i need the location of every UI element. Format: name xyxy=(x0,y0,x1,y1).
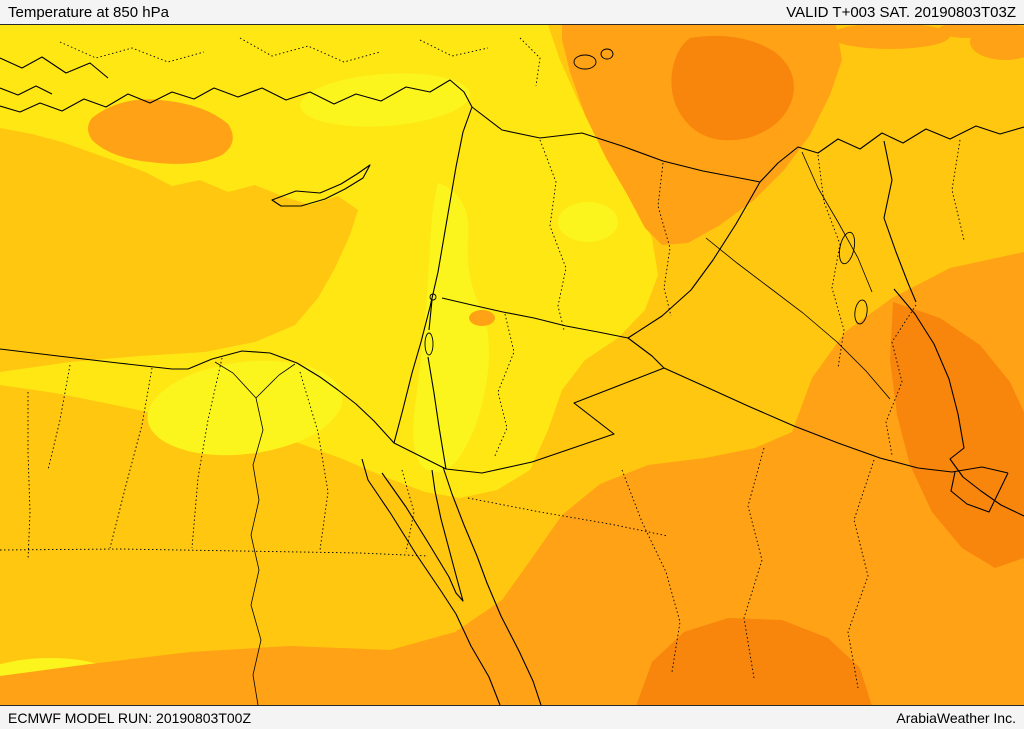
sea-of-galilee xyxy=(429,293,437,301)
lakes xyxy=(424,48,868,356)
temp-region-orange-southeast xyxy=(0,252,1024,705)
temp-region-bright-yellow-delta xyxy=(147,360,343,456)
river-paths xyxy=(214,151,891,705)
footer-bar: ECMWF MODEL RUN: 20190803T00Z ArabiaWeat… xyxy=(0,705,1024,729)
temp-region-deep-orange-gulf xyxy=(890,302,1024,568)
temp-region-orange-sw-turkey xyxy=(88,99,233,164)
temp-region-deep-orange-north xyxy=(671,35,794,141)
map-title: Temperature at 850 hPa xyxy=(8,3,169,21)
temp-region-bright-yellow-turkey-coast xyxy=(300,73,470,127)
provider-credit: ArabiaWeather Inc. xyxy=(896,709,1016,726)
country-borders xyxy=(393,106,1024,513)
admin-boundaries xyxy=(0,37,965,689)
temp-region-deep-orange-south xyxy=(636,618,872,705)
temp-region-orange-top-streak-1 xyxy=(830,25,950,49)
lake-turkey-2 xyxy=(600,48,614,60)
geo-lines xyxy=(0,37,1024,705)
temp-region-bright-yellow-levant xyxy=(413,183,489,472)
lake-razzaza xyxy=(854,299,868,325)
dead-sea xyxy=(424,332,434,356)
temp-region-orange-south-syria xyxy=(469,310,495,326)
lake-tharthar xyxy=(838,231,856,265)
temperature-field xyxy=(0,25,1024,705)
temperature-map xyxy=(0,25,1024,705)
header-bar: Temperature at 850 hPa VALID T+003 SAT. … xyxy=(0,0,1024,25)
coastline-path xyxy=(0,56,1024,705)
lake-turkey-1 xyxy=(573,54,597,70)
temp-region-orange-top-streak-3 xyxy=(938,25,998,38)
temp-region-bright-yellow-north-syria xyxy=(558,202,618,242)
valid-time-label: VALID T+003 SAT. 20190803T03Z xyxy=(786,3,1016,21)
model-run-label: ECMWF MODEL RUN: 20190803T00Z xyxy=(8,709,251,726)
